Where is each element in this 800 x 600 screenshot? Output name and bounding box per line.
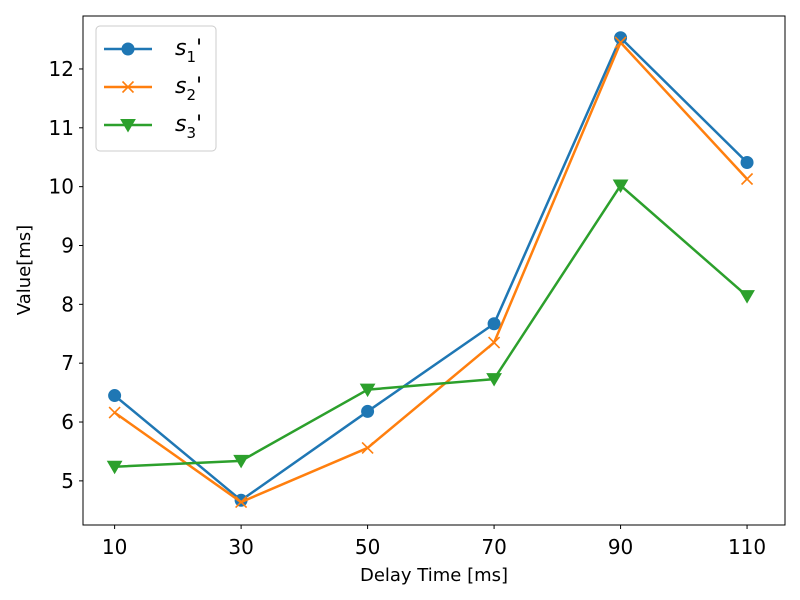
data-point [361, 404, 375, 418]
data-point [233, 454, 249, 469]
data-point [614, 36, 627, 49]
x-axis-title: Delay Time [ms] [360, 565, 508, 586]
legend-marker [120, 119, 136, 133]
y-tick-label: 11 [49, 116, 74, 140]
y-tick-label: 5 [61, 469, 74, 493]
y-axis: 5 6 7 8 9 10 11 12 [49, 57, 83, 493]
x-axis: 10 30 50 70 90 110 [102, 525, 766, 559]
data-point [106, 460, 123, 475]
legend-marker [121, 80, 135, 94]
legend-marker [121, 42, 135, 56]
data-point [486, 373, 502, 387]
y-tick-label: 8 [61, 292, 74, 316]
data-point [359, 383, 376, 398]
series-layer [106, 31, 755, 509]
y-axis-title: Value[ms] [14, 225, 35, 315]
series-line [113, 36, 748, 502]
x-tick-label: 30 [228, 535, 253, 559]
x-tick-label: 110 [728, 535, 766, 559]
data-point [108, 406, 121, 419]
series-s2 [108, 36, 754, 509]
data-point [612, 179, 629, 193]
x-tick-label: 90 [608, 535, 633, 559]
legend-item: s1' [104, 36, 202, 66]
data-point [487, 317, 501, 331]
y-tick-label: 10 [49, 175, 74, 199]
x-tick-label: 50 [355, 535, 380, 559]
series-line [114, 184, 748, 468]
legend-label: s1' [175, 36, 202, 66]
y-tick-label: 12 [49, 57, 74, 81]
legend-item: s3' [104, 112, 202, 142]
legend-label: s2' [175, 74, 202, 104]
series-s1 [108, 31, 754, 507]
series-s3 [106, 179, 755, 475]
legend: s1' s2' s3' [95, 25, 217, 152]
data-point [740, 172, 754, 186]
data-point [361, 441, 374, 454]
x-tick-label: 10 [102, 535, 127, 559]
x-tick-label: 70 [481, 535, 506, 559]
data-point [739, 290, 755, 304]
data-point [235, 495, 248, 509]
legend-label: s3' [175, 112, 202, 142]
data-point [488, 336, 501, 349]
y-tick-label: 7 [61, 351, 74, 375]
y-tick-label: 9 [61, 233, 74, 257]
y-tick-label: 6 [61, 410, 74, 434]
data-point [740, 156, 754, 170]
data-point [108, 389, 122, 403]
legend-item: s2' [104, 74, 202, 104]
series-line [113, 41, 748, 504]
plot-frame [82, 15, 786, 526]
